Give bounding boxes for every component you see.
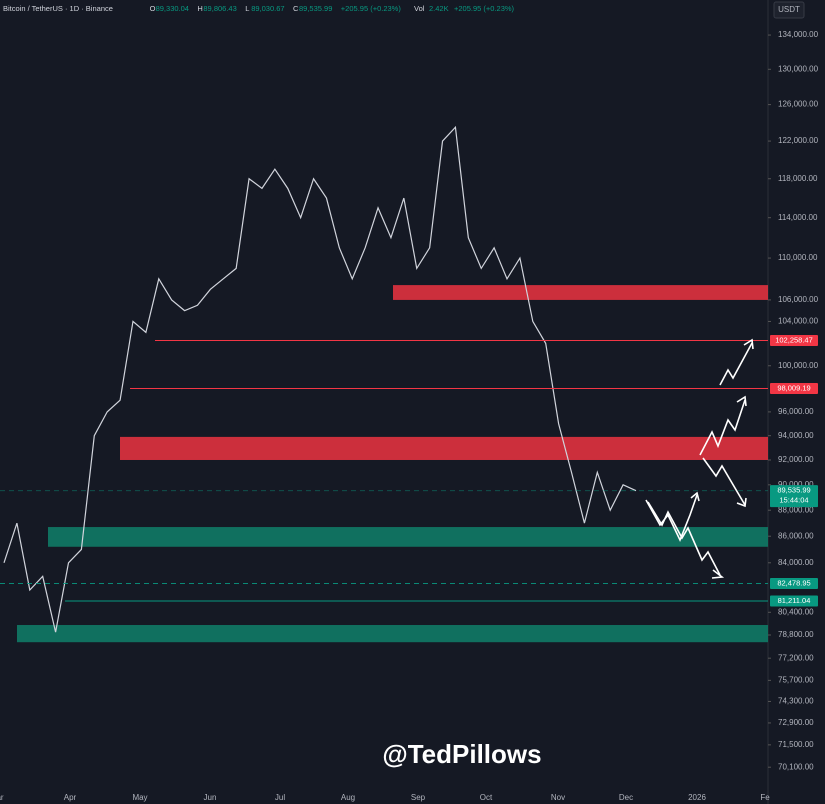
price-tag-label: 89,535.99 — [777, 486, 810, 495]
x-tick-label: Jun — [204, 793, 217, 802]
zone — [48, 527, 768, 547]
price-tag — [770, 335, 818, 347]
price-tag-label: 98,009.19 — [777, 383, 810, 392]
y-tick-label: 80,400.00 — [778, 607, 814, 616]
legend-key: O — [150, 4, 156, 13]
x-tick-label: Jul — [275, 793, 285, 802]
y-tick-label: 90,000.00 — [778, 480, 814, 489]
chart-title: Bitcoin / TetherUS · 1D · Binance — [3, 4, 113, 13]
y-tick-label: 92,000.00 — [778, 455, 814, 464]
x-tick-label: Aug — [341, 793, 355, 802]
projection-arrows — [645, 338, 754, 579]
currency: USDT — [778, 5, 800, 14]
y-tick-label: 86,000.00 — [778, 531, 814, 540]
x-tick-label: 2026 — [688, 793, 706, 802]
zone — [120, 436, 768, 460]
y-tick-label: 72,900.00 — [778, 718, 814, 727]
y-tick-label: 71,500.00 — [778, 740, 814, 749]
y-tick-label: 130,000.00 — [778, 64, 819, 73]
x-tick-label: Apr — [64, 793, 77, 802]
legend-value: 89,535.99 — [299, 4, 332, 13]
y-tick-label: 70,100.00 — [778, 762, 814, 771]
y-tick-label: 75,700.00 — [778, 675, 814, 684]
y-tick-label: 78,800.00 — [778, 630, 814, 639]
legend-key: H — [197, 4, 202, 13]
y-tick-label: 114,000.00 — [778, 213, 818, 222]
y-tick-label: 84,000.00 — [778, 558, 814, 567]
legend-key: L — [245, 4, 249, 13]
x-tick-label: May — [132, 793, 147, 802]
volume-key: Vol — [414, 4, 425, 13]
price-tag — [770, 485, 818, 508]
watermark: @TedPillows — [382, 739, 541, 769]
header: Bitcoin / TetherUS · 1D · Binance O 89,330… — [3, 4, 515, 13]
x-tick-label: Oct — [480, 793, 493, 802]
volume-change: +205.95 (+0.23%) — [454, 4, 515, 13]
x-tick-label: Sep — [411, 793, 426, 802]
y-tick-label: 100,000.00 — [778, 361, 819, 370]
y-tick-label: 94,000.00 — [778, 431, 814, 440]
zone — [17, 625, 768, 643]
volume: 2.42K — [429, 4, 449, 13]
price-line — [3, 125, 637, 633]
zone — [393, 285, 768, 300]
currency-box — [773, 1, 805, 19]
legend-key: C — [293, 4, 299, 13]
y-tick-label: 110,000.00 — [778, 253, 818, 262]
y-tick-label: 122,000.00 — [778, 136, 819, 145]
y-tick-label: 106,000.00 — [778, 295, 819, 304]
x-tick-label: Nov — [551, 793, 565, 802]
legend-value: 89,030.67 — [251, 4, 284, 13]
price-tag-label: 82,478.95 — [777, 578, 810, 587]
x-tick-label: Fe — [760, 793, 770, 802]
change: +205.95 (+0.23%) — [341, 4, 402, 13]
y-tick-label: 104,000.00 — [778, 317, 819, 326]
price-tag — [770, 577, 818, 589]
price-tag — [770, 382, 818, 394]
x-tick-label: ar — [0, 793, 4, 802]
y-tick-label: 118,000.00 — [778, 174, 818, 183]
legend-value: 89,806.43 — [203, 4, 236, 13]
y-tick-label: 88,000.00 — [778, 505, 814, 514]
price-tag-label: 81,211.04 — [778, 596, 811, 605]
countdown: 15:44:04 — [779, 496, 808, 505]
y-tick-label: 134,000.00 — [778, 30, 819, 39]
price-tag-label: 102,258.47 — [775, 336, 813, 345]
y-tick-label: 126,000.00 — [778, 100, 819, 109]
price-tag — [770, 595, 818, 607]
y-tick-label: 96,000.00 — [778, 407, 814, 416]
legend-value: 89,330.04 — [156, 4, 189, 13]
x-tick-label: Dec — [619, 793, 633, 802]
y-tick-label: 77,200.00 — [778, 653, 814, 662]
y-tick-label: 74,300.00 — [778, 697, 814, 706]
